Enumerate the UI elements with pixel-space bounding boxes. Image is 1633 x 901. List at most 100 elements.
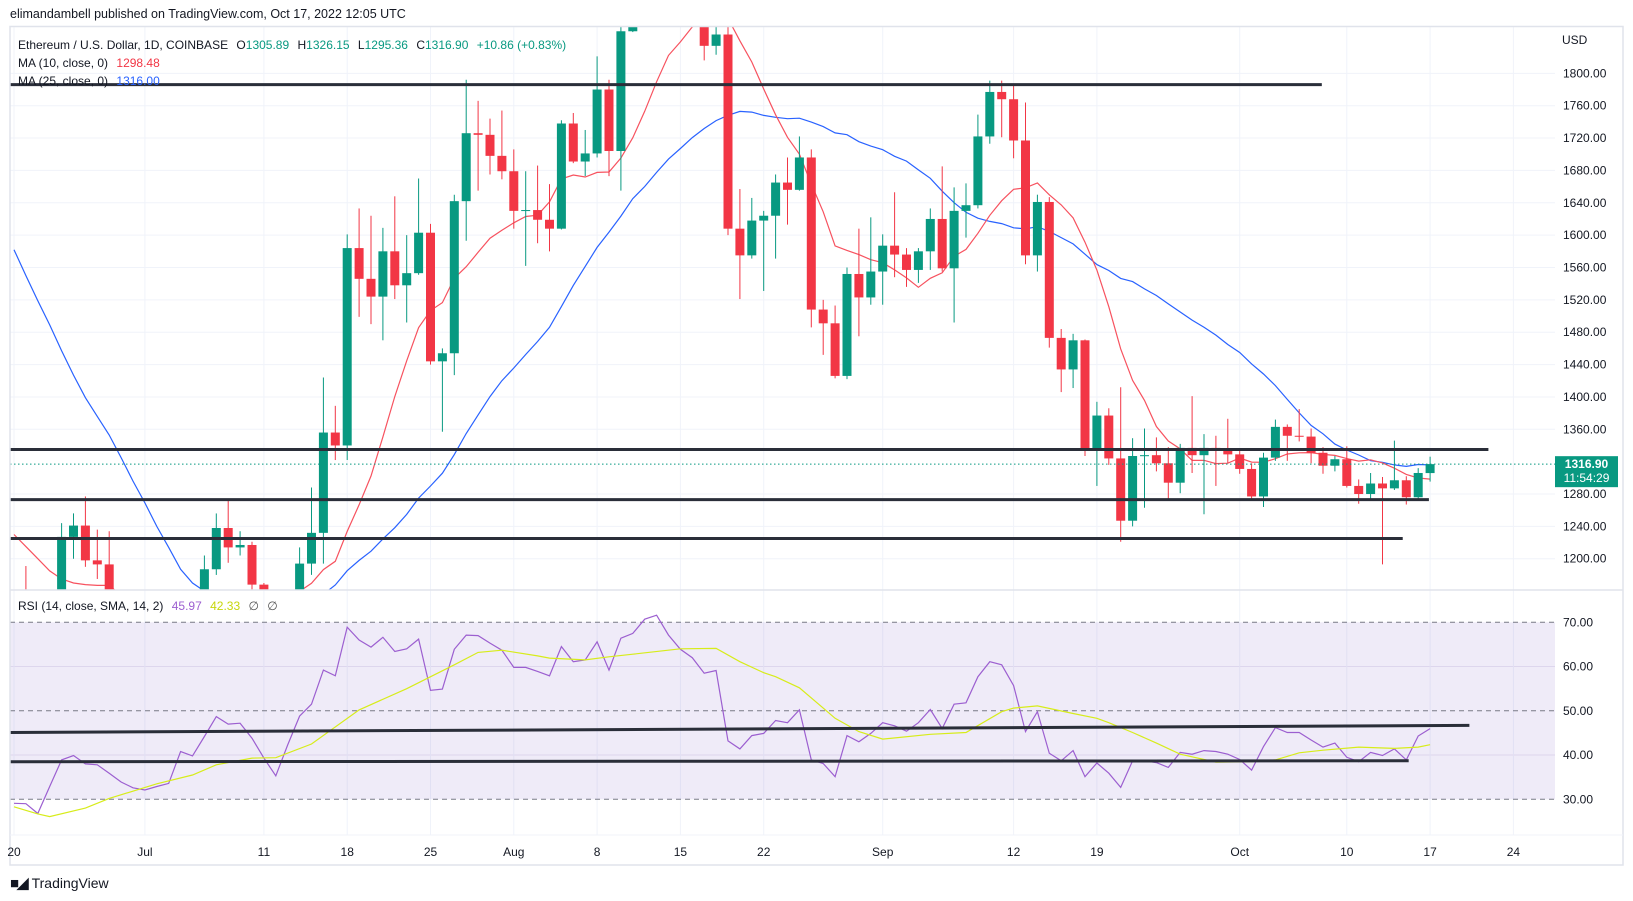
date-tick-label: 20 [7, 845, 21, 859]
date-tick-label: Sep [872, 845, 894, 859]
candle-body [473, 133, 483, 135]
date-tick-label: 17 [1423, 845, 1437, 859]
candle [57, 523, 67, 590]
ma25-legend[interactable]: MA (25, close, 0) 1316.00 [18, 74, 165, 88]
candle [1021, 102, 1030, 265]
candle [866, 217, 876, 305]
date-tick-label: 25 [424, 845, 438, 859]
candle-body [390, 251, 400, 286]
price-tick-label: 1600.00 [1563, 228, 1607, 242]
ma10-legend[interactable]: MA (10, close, 0) 1298.48 [18, 56, 165, 70]
candle-body [461, 133, 471, 202]
candle [330, 405, 340, 461]
candle [878, 234, 888, 305]
rsi-tick-label: 60.00 [1563, 660, 1593, 674]
price-tick-label: 1200.00 [1563, 552, 1607, 566]
date-tick-label: Oct [1230, 845, 1249, 859]
candle-body [1151, 455, 1161, 464]
price-pane[interactable] [10, 0, 1556, 716]
rsi-label: RSI (14, close, SMA, 14, 2) [18, 599, 164, 613]
candle-body [1032, 201, 1042, 256]
candle [473, 100, 483, 191]
rsi-pane[interactable] [10, 614, 1470, 818]
tradingview-logo-text: TradingView [31, 875, 109, 891]
price-tick-label: 1800.00 [1563, 66, 1607, 80]
candle [925, 208, 935, 270]
grid-lines [10, 27, 1555, 835]
candle [521, 171, 531, 266]
candle [1378, 477, 1387, 565]
price-tick-label: 1760.00 [1563, 99, 1607, 113]
tradingview-logo[interactable]: ■◢ TradingView [10, 874, 109, 892]
rsi-legend[interactable]: RSI (14, close, SMA, 14, 2) 45.97 42.33 … [18, 599, 283, 613]
candle-body [997, 91, 1007, 100]
candle-body [1294, 435, 1304, 437]
candle-body [449, 201, 459, 354]
candle [1128, 438, 1138, 527]
candle-body [521, 210, 531, 212]
candle [961, 183, 971, 238]
date-tick-label: Aug [503, 845, 524, 859]
close-value: 1316.90 [425, 38, 469, 52]
date-tick-label: 15 [674, 845, 688, 859]
last-price-badge-bg [1555, 456, 1618, 488]
candle-body [902, 254, 911, 270]
date-tick-label: 10 [1340, 845, 1354, 859]
candle-body [1140, 455, 1149, 457]
candle-body [92, 560, 102, 565]
candle [1044, 197, 1054, 348]
candle [533, 165, 543, 244]
candle [711, 27, 721, 55]
candle-body [794, 157, 804, 190]
rsi-extra-2: ∅ [267, 599, 278, 613]
candle [1199, 434, 1209, 515]
candle-body [80, 525, 90, 561]
candle-body [1199, 447, 1209, 456]
candle [1366, 472, 1376, 501]
symbol-title: Ethereum / U.S. Dollar, 1D, COINBASE [18, 38, 229, 52]
candle-body [1163, 463, 1173, 483]
candle-body [1413, 472, 1423, 498]
candle-body [1330, 459, 1340, 466]
candle [307, 487, 316, 575]
candle [973, 114, 983, 209]
candle-body [235, 544, 245, 548]
candle [461, 79, 471, 241]
candle [1175, 443, 1185, 494]
candle [1270, 419, 1280, 461]
candle-body [735, 228, 745, 256]
candle-body [783, 182, 792, 190]
candle-body [533, 210, 543, 220]
candle [211, 513, 221, 575]
price-tick-label: 1680.00 [1563, 163, 1607, 177]
candle [783, 157, 792, 225]
candle-body [21, 619, 30, 620]
candle-body [437, 353, 447, 362]
date-tick-label: 19 [1090, 845, 1104, 859]
candle-body [1044, 201, 1054, 338]
candle [794, 136, 804, 191]
candle-body [1175, 447, 1185, 483]
candle-body [1056, 337, 1066, 370]
candle [235, 531, 245, 556]
candle-body [330, 432, 340, 446]
candle [1187, 396, 1197, 473]
candle-body [1021, 140, 1030, 256]
candle-body [568, 123, 578, 162]
candle [759, 210, 769, 291]
candle [676, 0, 685, 9]
candle [1306, 428, 1316, 464]
candle [854, 228, 864, 337]
price-tick-label: 1280.00 [1563, 487, 1607, 501]
ma25-label: MA (25, close, 0) [18, 74, 109, 88]
candle-body [1187, 447, 1197, 456]
candle [997, 80, 1007, 138]
candle [1056, 328, 1066, 393]
candle [390, 196, 400, 300]
ma10-value: 1298.48 [116, 56, 160, 70]
candle-body [1259, 457, 1268, 497]
symbol-legend: Ethereum / U.S. Dollar, 1D, COINBASE O13… [18, 38, 567, 52]
candle [426, 223, 435, 365]
